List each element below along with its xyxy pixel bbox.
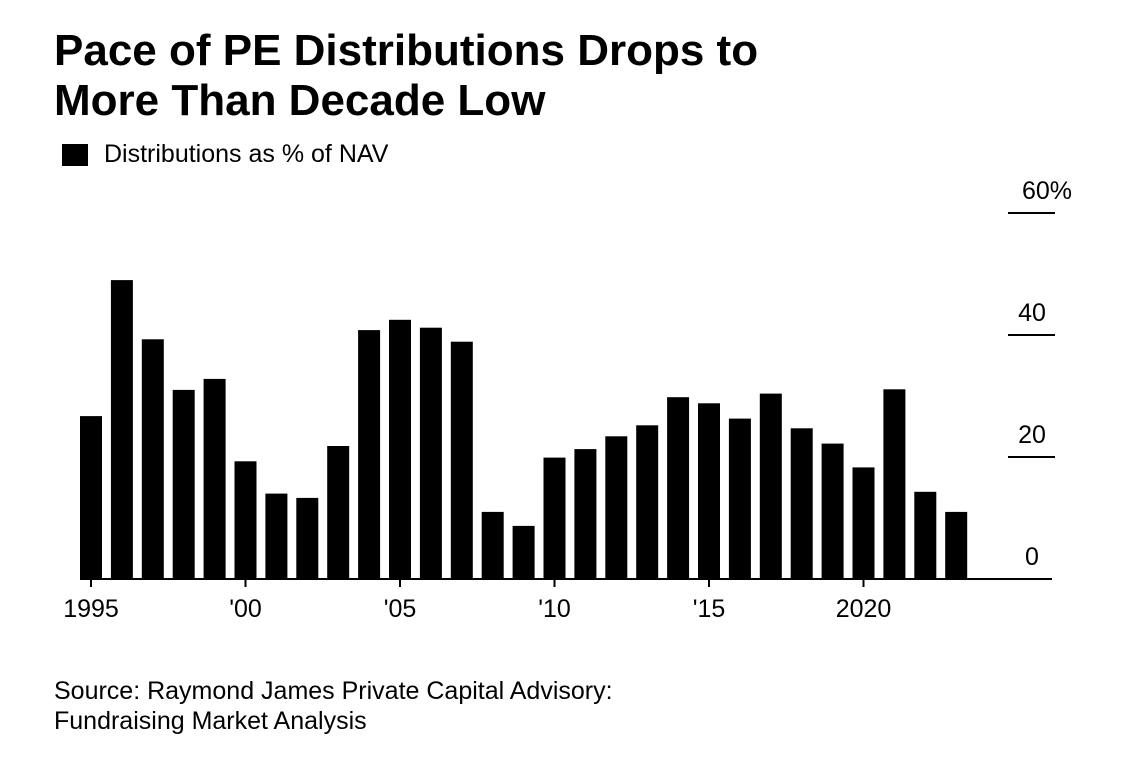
bar-chart: 1995 '00 '05 '10 '15 2020 0 20 40 60% [63, 177, 1072, 623]
bar-2012 [605, 436, 628, 579]
chart-title-line-2: More Than Decade Low [54, 76, 546, 125]
bar-2007 [450, 341, 473, 579]
bar-2010 [543, 457, 566, 579]
bar-1996 [110, 280, 133, 579]
bar-2005 [389, 319, 411, 580]
bar-2003 [327, 446, 350, 579]
bar-2008 [481, 511, 504, 579]
legend-label: Distributions as % of NAV [104, 140, 389, 168]
source-line-2: Fundraising Market Analysis [54, 707, 367, 735]
bar-2016 [728, 418, 751, 579]
x-tick-label-2000: '00 [229, 595, 262, 623]
bar-2020 [852, 467, 875, 579]
bar-2018 [790, 428, 813, 579]
source-note: Source: Raymond James Private Capital Ad… [54, 676, 1054, 736]
bar-2000 [234, 461, 257, 579]
y-tick-label-40: 40 [1018, 299, 1046, 327]
bar-2021 [883, 389, 906, 579]
x-tick-label-2015: '15 [693, 595, 726, 623]
chart-title-line-1: Pace of PE Distributions Drops to [54, 26, 759, 75]
bar-2022 [914, 491, 937, 579]
chart-legend: Distributions as % of NAV [62, 140, 388, 169]
legend-swatch [62, 143, 88, 166]
bar-1999 [203, 378, 226, 579]
bar-2023 [945, 511, 968, 579]
y-tick-label-0: 0 [1025, 543, 1039, 571]
bar-2015 [698, 403, 720, 579]
bar-2011 [574, 449, 597, 579]
bar-2014 [667, 397, 690, 579]
x-tick-label-1995: 1995 [63, 595, 119, 623]
y-tick-label-60: 60% [1022, 177, 1072, 205]
bar-1995 [80, 416, 102, 579]
bar-2017 [759, 393, 782, 579]
bar-1998 [172, 389, 195, 579]
bar-2006 [419, 327, 442, 579]
bar-2019 [821, 443, 844, 579]
bar-2004 [358, 330, 381, 579]
source-line-1: Source: Raymond James Private Capital Ad… [54, 677, 613, 705]
bar-1997 [141, 339, 164, 579]
bar-2001 [265, 493, 288, 579]
bar-2013 [636, 425, 659, 579]
x-tick-label-2020: 2020 [836, 595, 892, 623]
bar-2002 [296, 497, 319, 579]
chart-title: Pace of PE Distributions Drops to More T… [54, 26, 1054, 126]
x-tick-label-2010: '10 [538, 595, 571, 623]
y-tick-label-20: 20 [1018, 421, 1046, 449]
bar-2009 [512, 525, 535, 579]
x-tick-label-2005: '05 [384, 595, 417, 623]
